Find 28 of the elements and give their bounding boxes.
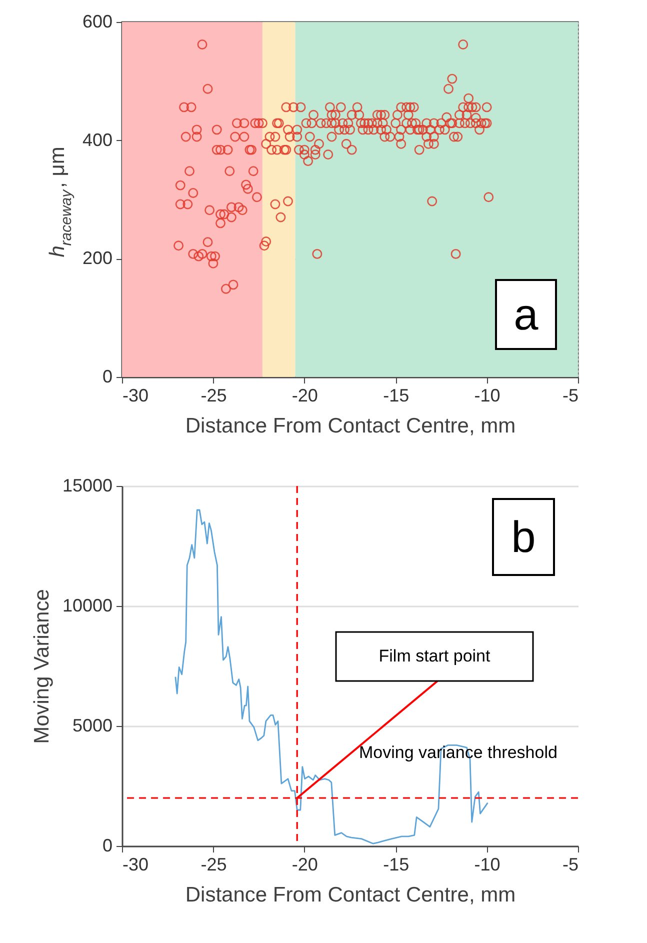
x-tick-label: -25 [200,854,227,874]
x-tick-label: -20 [292,854,318,874]
x-tick-label: -5 [562,854,578,874]
y-tick-label: 5000 [72,716,112,736]
line-series [174,509,488,844]
x-tick-label: -5 [562,386,578,406]
y-tick-label: 600 [82,12,112,32]
y-tick-label: 0 [102,836,112,856]
x-axis-title: Distance From Contact Centre, mm [185,884,516,906]
y-tick-label: 200 [82,248,112,268]
annotation: a [514,290,539,340]
y-tick-label: 400 [82,130,112,150]
x-tick-label: -15 [383,854,410,874]
x-tick-label: -30 [122,386,149,406]
x-tick-label: -15 [383,386,410,406]
x-tick-label: -10 [474,386,500,406]
x-tick-label: -10 [474,854,500,874]
annotation: b [511,513,536,562]
y-tick-label: 10000 [62,596,112,616]
annotation: Film start point [378,646,491,666]
x-tick-label: -30 [122,854,149,874]
y-tick-label: 15000 [62,476,112,496]
x-axis-title: Distance From Contact Centre, mm [185,414,516,438]
x-tick-label: -25 [200,386,227,406]
y-axis-title: hraceway, μm [46,146,75,258]
y-axis-title: Moving Variance [30,589,54,744]
x-tick-label: -20 [292,386,318,406]
y-tick-label: 0 [102,366,112,386]
